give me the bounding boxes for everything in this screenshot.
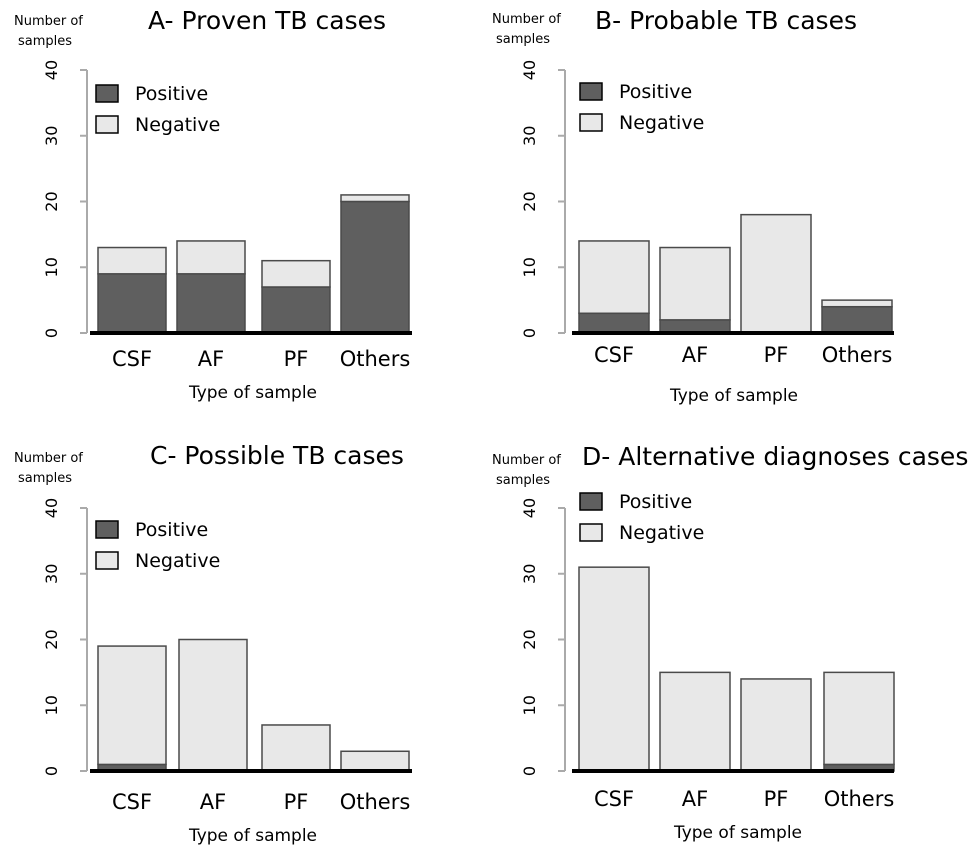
legend-label-negative: Negative xyxy=(135,114,220,136)
x-tick-label: AF xyxy=(200,790,226,814)
bar-positive xyxy=(261,286,331,334)
y-tick-label: 40 xyxy=(520,498,539,518)
legend-swatch-positive xyxy=(95,84,119,103)
panel-c: Number of samples C- Possible TB cases T… xyxy=(14,441,412,846)
bar-negative xyxy=(261,724,331,772)
plot-area: 0 10 20 30 40 CSF AF PF Others Positive Negative xyxy=(42,498,412,814)
legend-label-positive: Positive xyxy=(135,83,208,105)
x-tick-label: AF xyxy=(682,343,708,367)
bar-negative xyxy=(659,671,731,772)
bar-negative xyxy=(97,645,167,766)
y-tick-label: 20 xyxy=(520,629,539,649)
y-tick-label: 20 xyxy=(42,191,61,211)
x-tick-label: PF xyxy=(764,343,789,367)
legend-swatch-positive xyxy=(579,492,603,511)
y-axis-label-line1: Number of xyxy=(14,14,83,29)
x-tick-label: CSF xyxy=(112,347,152,371)
x-tick-label: Others xyxy=(340,347,411,371)
x-axis-label: Type of sample xyxy=(188,826,317,846)
y-tick-label: 30 xyxy=(42,126,61,146)
x-tick-label: Others xyxy=(340,790,411,814)
x-tick-label: PF xyxy=(284,347,309,371)
legend-label-negative: Negative xyxy=(135,550,220,572)
y-tick-label: 30 xyxy=(520,564,539,584)
x-axis-label: Type of sample xyxy=(188,383,317,403)
chart-title: D- Alternative diagnoses cases xyxy=(582,442,968,471)
bar-negative xyxy=(740,678,812,772)
legend-label-positive: Positive xyxy=(135,519,208,541)
legend-swatch-positive xyxy=(579,82,603,101)
y-tick-label: 30 xyxy=(520,126,539,146)
chart-title: C- Possible TB cases xyxy=(150,441,404,470)
legend-label-positive: Positive xyxy=(619,81,692,103)
y-tick-label: 40 xyxy=(42,60,61,80)
bar-negative xyxy=(340,194,410,203)
bar-negative xyxy=(740,213,812,334)
y-axis-label-line2: samples xyxy=(18,471,72,486)
x-tick-label: PF xyxy=(284,790,309,814)
y-tick-label: 30 xyxy=(42,564,61,584)
y-axis-label-line1: Number of xyxy=(14,451,83,466)
legend-swatch-negative xyxy=(579,523,603,542)
chart-title: A- Proven TB cases xyxy=(148,6,386,35)
panel-a: Number of samples A- Proven TB cases Typ… xyxy=(14,6,412,403)
bar-negative xyxy=(821,299,893,308)
legend-label-positive: Positive xyxy=(619,491,692,513)
y-axis-label-line2: samples xyxy=(496,473,550,488)
y-tick-label: 0 xyxy=(42,328,61,338)
y-tick-label: 10 xyxy=(42,257,61,277)
plot-area: 0 10 20 30 40 CSF AF PF Others Positive Negative xyxy=(520,491,895,811)
y-tick-label: 20 xyxy=(520,191,539,211)
y-axis-label-line2: samples xyxy=(496,32,550,47)
y-tick-label: 10 xyxy=(42,695,61,715)
chart-title: B- Probable TB cases xyxy=(595,6,857,35)
bar-positive xyxy=(97,273,167,334)
y-tick-label: 0 xyxy=(520,766,539,776)
x-tick-label: CSF xyxy=(112,790,152,814)
bar-negative xyxy=(97,246,167,275)
bar-negative xyxy=(578,240,650,315)
plot-area: 0 10 20 30 40 CSF AF PF Others Positive Negative xyxy=(520,60,894,367)
x-tick-label: Others xyxy=(822,343,893,367)
bar-positive xyxy=(176,273,246,334)
legend-swatch-negative xyxy=(95,115,119,134)
plot-area: 0 10 20 30 40 CSF AF PF Others Positive Negative xyxy=(42,60,412,371)
x-tick-label: Others xyxy=(824,787,895,811)
x-axis-label: Type of sample xyxy=(669,386,798,406)
x-tick-label: CSF xyxy=(594,343,634,367)
y-tick-label: 40 xyxy=(42,498,61,518)
y-tick-label: 10 xyxy=(520,695,539,715)
legend-swatch-negative xyxy=(579,113,603,132)
bar-negative xyxy=(659,246,731,321)
legend-label-negative: Negative xyxy=(619,522,704,544)
x-tick-label: PF xyxy=(764,787,789,811)
y-axis-label-line2: samples xyxy=(18,34,72,49)
legend-swatch-positive xyxy=(95,520,119,539)
bar-negative xyxy=(261,259,331,288)
x-tick-label: AF xyxy=(198,347,224,371)
legend-label-negative: Negative xyxy=(619,112,704,134)
y-tick-label: 10 xyxy=(520,257,539,277)
y-axis-label-line1: Number of xyxy=(492,12,561,27)
bar-negative xyxy=(340,750,410,772)
bar-negative xyxy=(176,240,246,275)
y-tick-label: 20 xyxy=(42,629,61,649)
bar-positive xyxy=(578,312,650,334)
legend-swatch-negative xyxy=(95,551,119,570)
x-tick-label: CSF xyxy=(594,787,634,811)
x-tick-label: AF xyxy=(682,787,708,811)
y-axis-label-line1: Number of xyxy=(492,453,561,468)
y-tick-label: 0 xyxy=(42,766,61,776)
panel-b: Number of samples B- Probable TB cases T… xyxy=(492,6,894,406)
bar-negative xyxy=(178,638,248,772)
bar-negative xyxy=(578,566,650,772)
x-axis-label: Type of sample xyxy=(673,823,802,843)
bar-negative xyxy=(823,671,895,766)
y-tick-label: 0 xyxy=(520,328,539,338)
bar-positive xyxy=(340,200,410,334)
panel-d: Number of samples D- Alternative diagnos… xyxy=(492,442,968,843)
bar-positive xyxy=(821,305,893,334)
y-tick-label: 40 xyxy=(520,60,539,80)
